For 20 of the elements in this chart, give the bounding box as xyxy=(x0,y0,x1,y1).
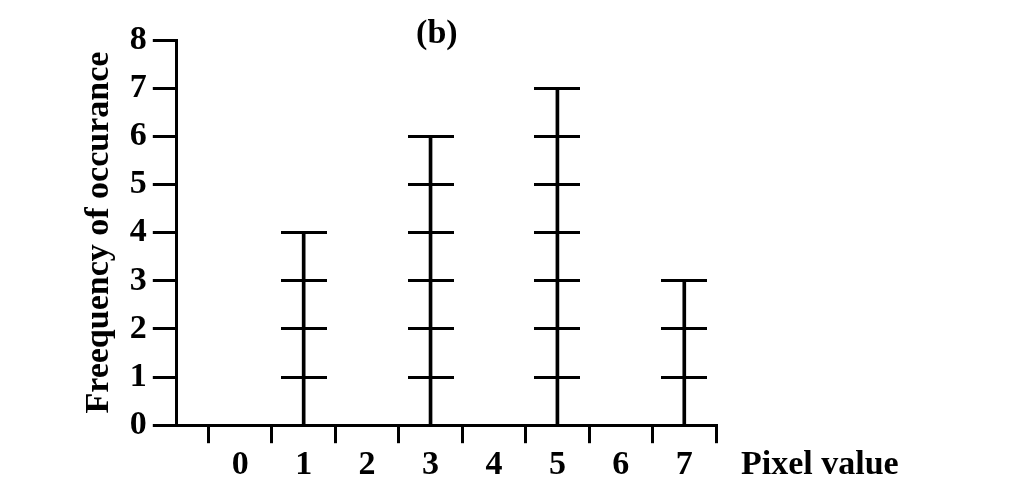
y-axis-title: Freequency of occurance xyxy=(78,51,116,414)
x-tick-label: 7 xyxy=(675,444,693,482)
x-axis-title: Pixel value xyxy=(741,443,899,481)
x-tick-label: 1 xyxy=(295,444,313,482)
x-tick-label: 2 xyxy=(358,444,376,482)
chart-title: (b) xyxy=(416,12,458,51)
y-tick-label: 5 xyxy=(129,163,147,201)
y-tick-label: 6 xyxy=(129,115,147,153)
y-tick-label: 7 xyxy=(129,66,147,104)
y-tick-label: 1 xyxy=(129,355,147,393)
y-tick-label: 8 xyxy=(129,18,147,56)
x-tick-label: 0 xyxy=(231,444,249,482)
x-tick-label: 5 xyxy=(548,444,566,482)
y-tick-label: 4 xyxy=(129,211,147,249)
y-tick-label: 3 xyxy=(129,259,147,297)
x-tick-label: 4 xyxy=(485,444,503,482)
y-tick-label: 0 xyxy=(129,403,147,441)
x-tick-label: 6 xyxy=(612,444,630,482)
y-tick-label: 2 xyxy=(129,307,147,345)
x-tick-label: 3 xyxy=(422,444,440,482)
